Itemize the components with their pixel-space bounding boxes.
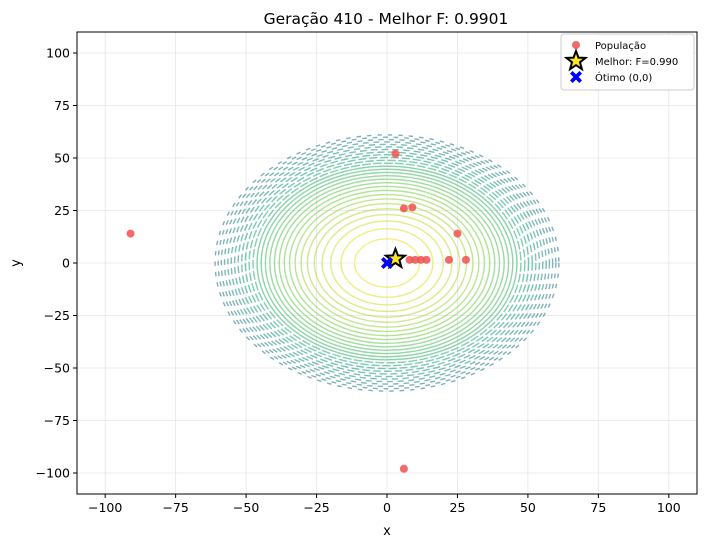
y-tick-label: 0 [62,256,70,271]
contour-ring [321,213,453,313]
y-tick-label: −50 [44,361,70,376]
contour-ring [237,151,537,375]
y-tick-label: −100 [36,466,70,481]
population-point [416,255,425,264]
best-point [383,245,408,270]
contour-ring [214,134,560,392]
contour-ring [313,208,461,318]
contour-ring [230,146,544,380]
x-tick-label: −50 [233,500,259,515]
contour-ring [340,228,434,298]
contour-ring [264,171,510,355]
contour-ring [273,178,501,348]
population-point [399,464,408,473]
population-point [405,255,414,264]
contour-ring [241,154,533,372]
y-tick-label: 100 [46,46,70,61]
population-point [422,255,431,264]
legend-label-optimum: Ótimo (0,0) [595,71,652,84]
population-point [408,203,417,212]
contour-ring [269,175,505,351]
x-axis-label: x [383,524,391,539]
population-point [445,255,453,264]
y-tick-label: −75 [44,413,70,428]
population-point [461,255,470,264]
contour-ring [260,168,514,358]
y-tick-label: 75 [54,98,70,113]
contour-ring [288,189,486,337]
chart-title: Geração 410 - Melhor F: 0.9901 [264,10,509,28]
y-tick-label: −25 [44,308,70,323]
legend-frame [560,33,695,91]
y-tick-label: 50 [54,151,70,166]
contour-ring [227,143,547,383]
y-tick-label: 25 [54,203,70,218]
contour-ring [252,162,522,364]
population-point [411,255,420,264]
contour-ring [248,159,526,367]
optimum-point [381,257,393,269]
contour-ring [294,193,480,333]
legend-label-population: População [595,41,646,52]
contour-ring [223,141,551,385]
x-tick-label: 50 [520,500,536,515]
x-tick-label: −25 [303,500,329,515]
contour-ring [244,156,530,370]
contour-ring [330,220,444,306]
population-point [453,229,462,238]
x-tick-label: 25 [450,500,466,515]
x-tick-label: 0 [383,500,391,515]
legend-marker-population [572,41,580,49]
x-tick-label: 100 [657,500,681,515]
contour-ring [300,198,474,328]
contour-ring [283,185,491,341]
x-tick-label: −75 [162,500,188,515]
population-point [126,229,135,238]
x-tick-label: −100 [88,500,122,515]
contour-ring [256,165,518,361]
population-point [399,204,408,213]
legend: População Melhor: F=0.990 Ótimo (0,0) [560,33,695,91]
contour-ring [278,182,496,344]
legend-marker-optimum [570,71,582,83]
x-tick-label: 75 [590,500,606,515]
contour-ring [220,138,554,388]
plot-area [73,31,698,498]
legend-marker-best [563,48,589,72]
contour-ring [233,148,541,378]
legend-label-best: Melhor: F=0.990 [595,57,678,68]
contour-ring [217,136,557,390]
y-axis-label: y [9,259,24,267]
population-point [391,149,400,158]
